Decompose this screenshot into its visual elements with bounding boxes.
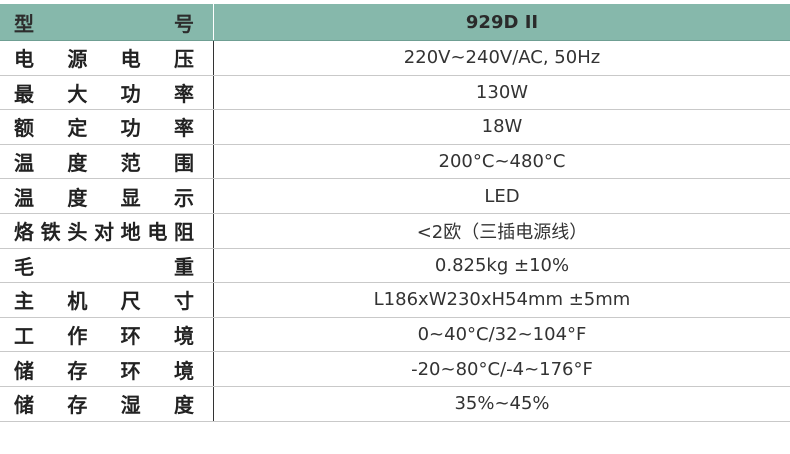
label-cell: 储存湿度 <box>14 387 194 421</box>
table-row: 温度范围 200°C~480°C <box>0 144 790 180</box>
value-cell: 220V~240V/AC, 50Hz <box>403 47 601 69</box>
column-divider <box>213 110 214 144</box>
value-cell: LED <box>484 185 520 207</box>
label-cell: 额定功率 <box>14 110 194 144</box>
table-row: 烙铁头对地电阻 <2欧（三插电源线） <box>0 213 790 249</box>
value-cell: 35%~45% <box>454 393 550 415</box>
label-cell: 主机尺寸 <box>14 283 194 317</box>
column-divider <box>213 352 214 386</box>
column-divider <box>213 317 214 352</box>
column-divider <box>213 144 214 179</box>
label-text: 烙铁头对地电阻 <box>14 220 194 245</box>
label-cell: 最大功率 <box>14 76 194 110</box>
label-cell: 烙铁头对地电阻 <box>14 214 194 248</box>
label-text: 温度范围 <box>14 151 194 176</box>
label-cell: 电源电压 <box>14 41 194 75</box>
label-cell: 储存环境 <box>14 352 194 386</box>
label-cell: 温度显示 <box>14 179 194 213</box>
header-row: 型号 929D II <box>0 4 790 41</box>
table-row: 毛重 0.825kg ±10% <box>0 248 790 284</box>
table-row: 额定功率 18W <box>0 110 790 145</box>
spec-table: 型号 929D II 电源电压 220V~240V/AC, 50Hz 最大功率 130W 额… <box>0 4 790 422</box>
value-cell: 0.825kg ±10% <box>434 254 570 276</box>
label-text: 型号 <box>14 11 194 36</box>
label-cell: 型号 <box>14 4 194 40</box>
value-cell: L186xW230xH54mm ±5mm <box>373 289 631 311</box>
value-cell: <2欧（三插电源线） <box>416 221 588 243</box>
label-text: 温度显示 <box>14 185 194 210</box>
label-cell: 毛重 <box>14 249 194 283</box>
label-text: 储存湿度 <box>14 393 194 418</box>
label-text: 主机尺寸 <box>14 289 194 314</box>
table-row: 最大功率 130W <box>0 75 790 111</box>
column-divider <box>213 4 214 40</box>
table-row: 储存环境 -20~80°C/-4~176°F <box>0 352 790 387</box>
table-row: 电源电压 220V~240V/AC, 50Hz <box>0 41 790 76</box>
column-divider <box>213 283 214 317</box>
column-divider <box>213 386 214 421</box>
table-row: 温度显示 LED <box>0 179 790 214</box>
label-text: 额定功率 <box>14 116 194 141</box>
value-cell: 130W <box>475 81 529 103</box>
column-divider <box>213 75 214 110</box>
column-divider <box>213 248 214 283</box>
label-text: 毛重 <box>14 254 194 279</box>
label-cell: 工作环境 <box>14 318 194 352</box>
label-text: 最大功率 <box>14 81 194 106</box>
column-divider <box>213 41 214 75</box>
label-text: 电源电压 <box>14 47 194 72</box>
label-text: 工作环境 <box>14 324 194 349</box>
value-cell: 929D II <box>465 11 539 33</box>
value-cell: 18W <box>481 116 523 138</box>
column-divider <box>213 179 214 213</box>
value-cell: 0~40°C/32~104°F <box>417 324 587 346</box>
table-row: 工作环境 0~40°C/32~104°F <box>0 317 790 353</box>
label-cell: 温度范围 <box>14 145 194 179</box>
value-cell: 200°C~480°C <box>438 151 566 173</box>
value-cell: -20~80°C/-4~176°F <box>411 358 593 380</box>
label-text: 储存环境 <box>14 358 194 383</box>
column-divider <box>213 213 214 248</box>
table-row: 主机尺寸 L186xW230xH54mm ±5mm <box>0 283 790 318</box>
table-row: 储存湿度 35%~45% <box>0 386 790 422</box>
